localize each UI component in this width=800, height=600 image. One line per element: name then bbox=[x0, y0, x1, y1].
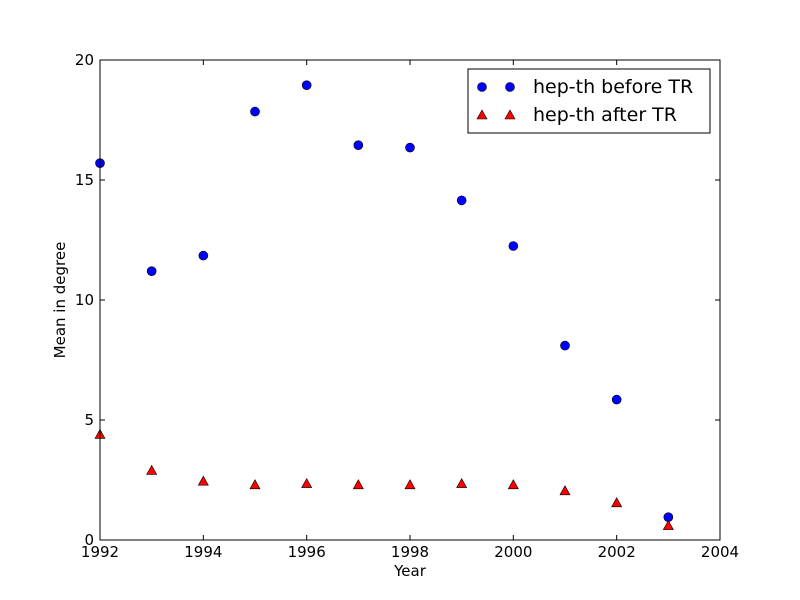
plot-frame bbox=[99, 59, 721, 541]
data-point-circle bbox=[611, 394, 622, 405]
legend-marker-triangle bbox=[476, 109, 488, 120]
legend-marker-circle bbox=[477, 82, 487, 92]
x-tick-label: 2000 bbox=[494, 543, 532, 561]
data-point-triangle bbox=[352, 479, 364, 490]
data-point-circle bbox=[198, 250, 209, 261]
x-tick-label: 1994 bbox=[184, 543, 222, 561]
y-tick-label: 0 bbox=[84, 531, 94, 549]
legend-label-after: hep-th after TR bbox=[533, 104, 677, 126]
x-tick-label: 1992 bbox=[81, 543, 119, 561]
data-point-triangle bbox=[507, 479, 519, 490]
x-tick-label: 1998 bbox=[391, 543, 429, 561]
legend-marker-triangle bbox=[504, 109, 516, 120]
data-point-circle bbox=[301, 80, 312, 90]
series-after-tr bbox=[94, 428, 674, 530]
legend-label-before: hep-th before TR bbox=[533, 76, 693, 98]
legend-markers bbox=[476, 82, 516, 120]
data-point-triangle bbox=[611, 497, 623, 508]
data-point-circle bbox=[456, 195, 467, 206]
y-tick-label: 5 bbox=[84, 411, 94, 429]
y-axis-label: Mean in degree bbox=[51, 242, 69, 359]
x-axis-label: Year bbox=[393, 562, 427, 580]
x-tick-label: 2004 bbox=[701, 543, 739, 561]
data-point-triangle bbox=[249, 479, 261, 490]
data-point-circle bbox=[146, 266, 157, 277]
legend: hep-th before TR hep-th after TR bbox=[467, 68, 711, 134]
y-tick-label: 20 bbox=[75, 51, 94, 69]
y-tick-label: 10 bbox=[75, 291, 94, 309]
data-point-circle bbox=[560, 340, 570, 351]
data-point-circle bbox=[405, 142, 415, 153]
tick-labels-layer: 1992 1994 1996 1998 2000 2002 2004 0 5 10 15 20 bbox=[75, 51, 739, 561]
data-point-triangle bbox=[197, 475, 209, 486]
x-tick-label: 1996 bbox=[288, 543, 326, 561]
data-point-circle bbox=[353, 140, 364, 150]
legend-box bbox=[467, 68, 711, 134]
data-point-circle bbox=[508, 241, 519, 251]
y-tick-label: 15 bbox=[75, 171, 94, 189]
plot-area bbox=[100, 60, 720, 540]
data-point-triangle bbox=[456, 477, 468, 488]
data-point-triangle bbox=[662, 519, 674, 530]
data-point-circle bbox=[250, 106, 260, 117]
data-point-triangle bbox=[404, 479, 416, 490]
legend-marker-circle bbox=[505, 82, 515, 92]
data-point-triangle bbox=[559, 485, 571, 496]
data-point-triangle bbox=[146, 464, 158, 475]
x-tick-label: 2002 bbox=[598, 543, 636, 561]
series-before-tr bbox=[95, 80, 674, 523]
points-layer bbox=[94, 80, 674, 530]
data-point-triangle bbox=[301, 477, 313, 488]
